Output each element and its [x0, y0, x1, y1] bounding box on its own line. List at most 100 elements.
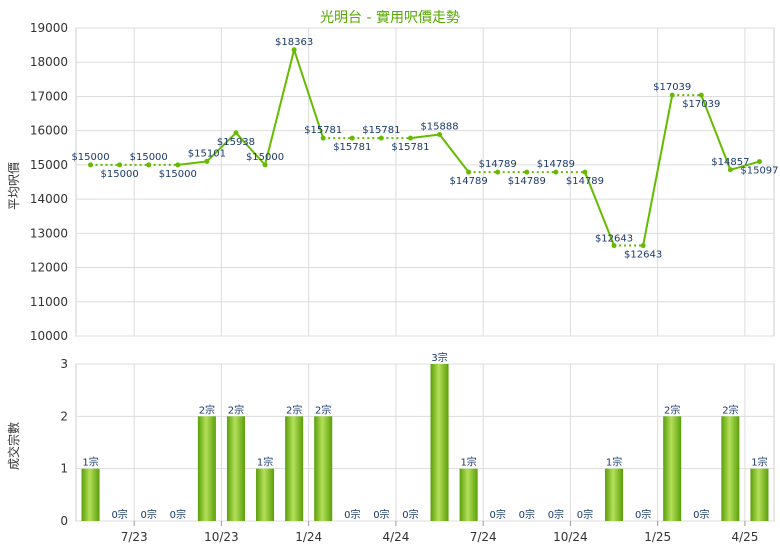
volume-data-label: 2宗 [664, 403, 680, 416]
volume-data-label: 2宗 [315, 403, 331, 416]
price-tick-label: 15000 [30, 158, 68, 172]
volume-data-label: 1宗 [257, 456, 273, 469]
price-plot-area [75, 27, 775, 337]
volume-data-label: 0宗 [635, 508, 651, 521]
price-data-label: $17039 [653, 82, 691, 93]
volume-data-label: 0宗 [170, 508, 186, 521]
volume-data-label: 1宗 [751, 456, 767, 469]
volume-data-label: 0宗 [373, 508, 389, 521]
price-tick-label: 12000 [30, 261, 68, 275]
volume-bar [750, 468, 769, 521]
volume-bar [430, 364, 449, 521]
price-point [640, 243, 646, 249]
price-data-label: $17039 [682, 99, 720, 110]
price-data-label: $14789 [450, 176, 488, 187]
price-point [117, 162, 123, 168]
volume-data-label: 0宗 [490, 508, 506, 521]
price-tick-label: 16000 [30, 124, 68, 138]
price-point [146, 162, 152, 168]
price-line-segment [700, 94, 732, 171]
volume-bar [459, 468, 478, 521]
price-line-segment [642, 94, 674, 246]
price-point [495, 169, 501, 175]
price-line-segment [410, 133, 440, 140]
volume-bar [605, 468, 624, 521]
price-data-label: $15781 [333, 142, 371, 153]
volume-bar [197, 416, 216, 521]
chart-title: 光明台 - 實用呎價走勢 [320, 9, 460, 26]
price-tick-label: 11000 [30, 295, 68, 309]
price-point [524, 169, 530, 175]
volume-bar [285, 416, 304, 521]
price-data-label: $15000 [130, 152, 168, 163]
volume-data-label: 0宗 [141, 508, 157, 521]
price-data-label: $15000 [246, 152, 284, 163]
volume-data-label: 2宗 [228, 403, 244, 416]
price-data-label: $15097 [740, 166, 778, 177]
price-data-label: $14789 [566, 176, 604, 187]
price-data-label: $15781 [391, 142, 429, 153]
volume-data-label: 0宗 [111, 508, 127, 521]
price-tick-label: 13000 [30, 226, 68, 240]
price-point [756, 159, 762, 165]
price-line-segment [264, 49, 296, 166]
price-point [175, 162, 181, 168]
volume-data-label: 3宗 [431, 351, 447, 364]
price-point [582, 169, 588, 175]
price-data-label: $14789 [479, 159, 517, 170]
price-data-label: $12643 [595, 234, 633, 245]
volume-data-label: 1宗 [460, 456, 476, 469]
price-point [291, 47, 297, 53]
volume-data-label: 1宗 [82, 456, 98, 469]
price-point [407, 135, 413, 141]
price-line-segment [235, 132, 266, 166]
volume-bar [226, 416, 245, 521]
volume-tick-label: 3 [60, 357, 68, 371]
price-line-segment [177, 160, 207, 166]
volume-data-label: 2宗 [722, 403, 738, 416]
price-point [262, 162, 268, 168]
price-data-label: $14789 [537, 159, 575, 170]
price-point [553, 169, 559, 175]
price-tick-label: 18000 [30, 55, 68, 69]
price-tick-label: 10000 [30, 329, 68, 343]
price-point [669, 92, 675, 98]
price-point [349, 135, 355, 141]
volume-data-label: 0宗 [519, 508, 535, 521]
price-data-label: $15938 [217, 137, 255, 148]
volume-tick-label: 0 [60, 514, 68, 528]
price-point [466, 169, 472, 175]
price-line-segment [584, 171, 615, 246]
volume-data-label: 2宗 [199, 403, 215, 416]
price-point [727, 167, 733, 173]
price-data-label: $18363 [275, 37, 313, 48]
price-data-label: $15101 [188, 148, 226, 159]
price-point [437, 131, 443, 137]
price-data-label: $15781 [304, 125, 342, 136]
volume-axis-label: 成交宗數 [6, 422, 21, 470]
price-tick-label: 14000 [30, 192, 68, 206]
price-data-label: $15000 [71, 152, 109, 163]
price-line-segment [438, 133, 470, 173]
category-tick-label: 10/24 [553, 530, 588, 544]
category-tick-label: 1/24 [295, 530, 322, 544]
price-point [320, 135, 326, 141]
volume-data-label: 0宗 [402, 508, 418, 521]
price-data-label: $15888 [420, 121, 458, 132]
price-point [233, 130, 239, 136]
price-tick-label: 19000 [30, 21, 68, 35]
volume-data-label: 2宗 [286, 403, 302, 416]
category-tick-label: 7/24 [470, 530, 497, 544]
category-tick-label: 7/23 [121, 530, 148, 544]
volume-bar [663, 416, 682, 521]
volume-tick-label: 2 [60, 409, 68, 423]
price-panel: 10000 11000 12000 13000 14000 15000 16000 17000… [30, 21, 779, 343]
price-line-segment [293, 49, 325, 139]
volume-data-label: 0宗 [577, 508, 593, 521]
volume-data-label: 0宗 [344, 508, 360, 521]
volume-data-label: 0宗 [548, 508, 564, 521]
price-point [88, 162, 94, 168]
price-point [698, 92, 704, 98]
price-point [378, 135, 384, 141]
